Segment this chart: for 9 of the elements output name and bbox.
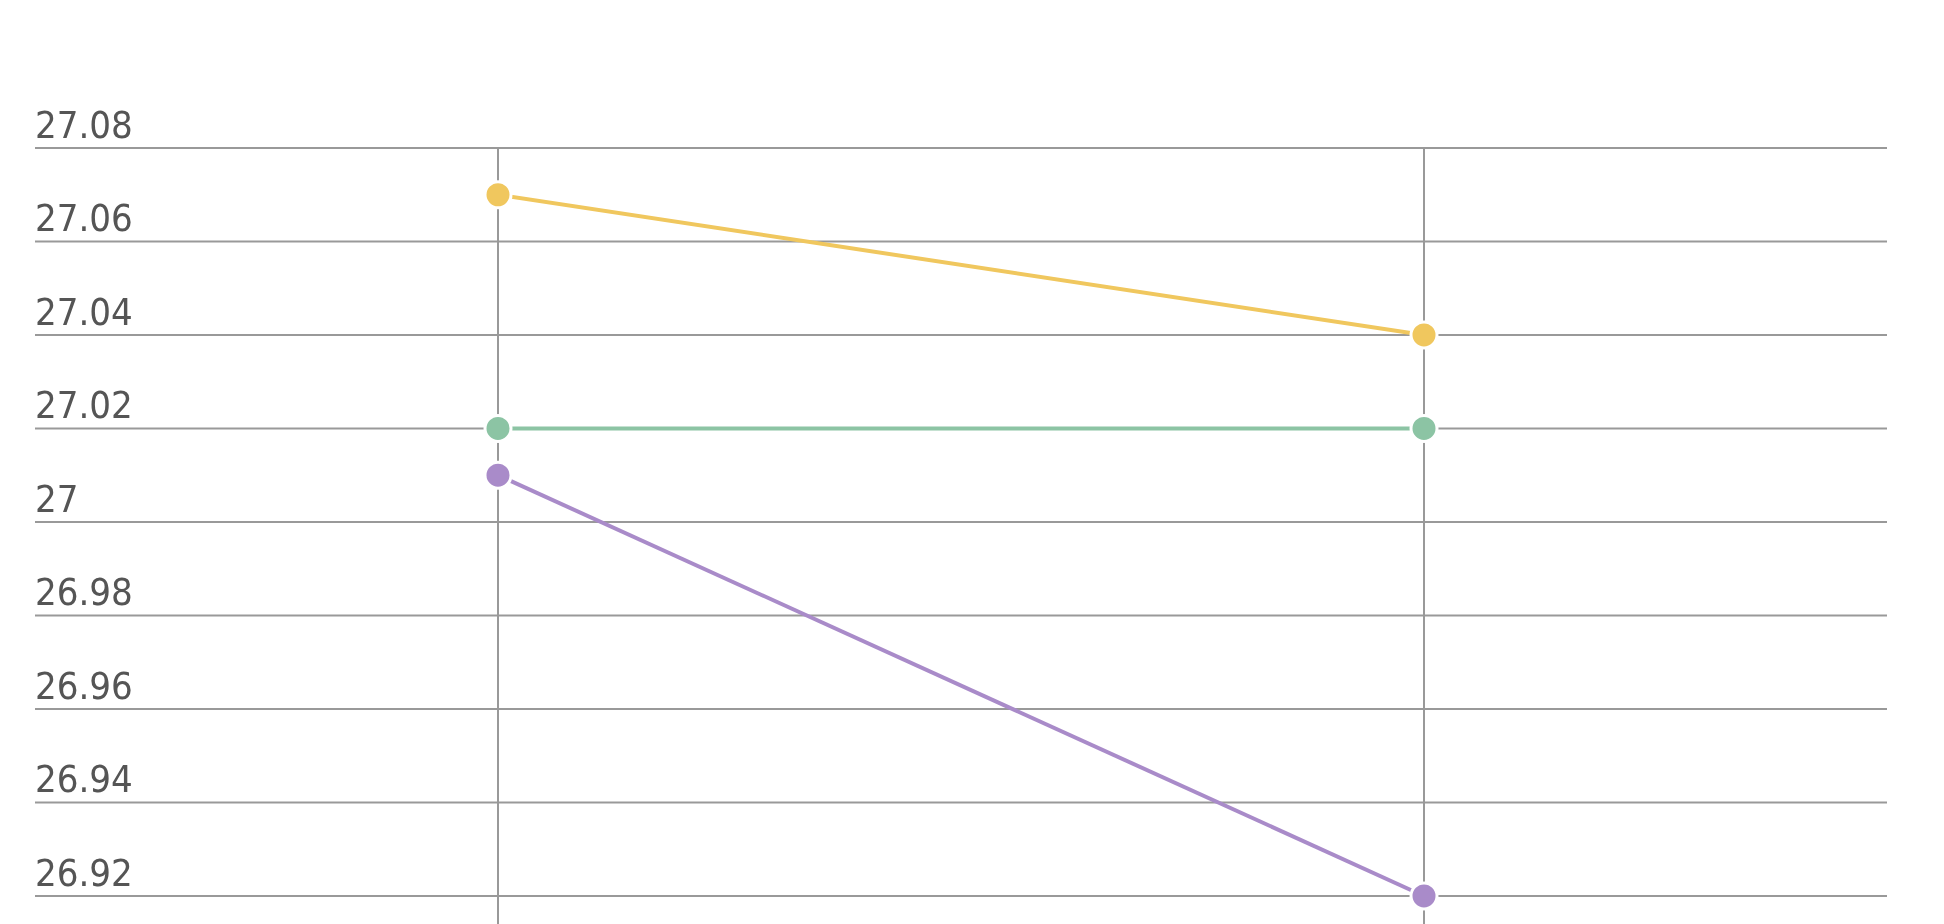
y-tick-label: 26.92 (35, 850, 133, 895)
y-tick-label: 27.02 (35, 383, 133, 428)
y-tick-label: 26.96 (35, 663, 133, 708)
y-tick-label: 27.04 (35, 289, 133, 334)
y-tick-label: 27.06 (35, 196, 133, 241)
y-tick-label: 27.08 (35, 103, 133, 147)
y-tick-label: 26.98 (35, 570, 133, 615)
y-tick-label: 27 (35, 476, 79, 521)
y-tick-label: 26.94 (35, 757, 133, 802)
